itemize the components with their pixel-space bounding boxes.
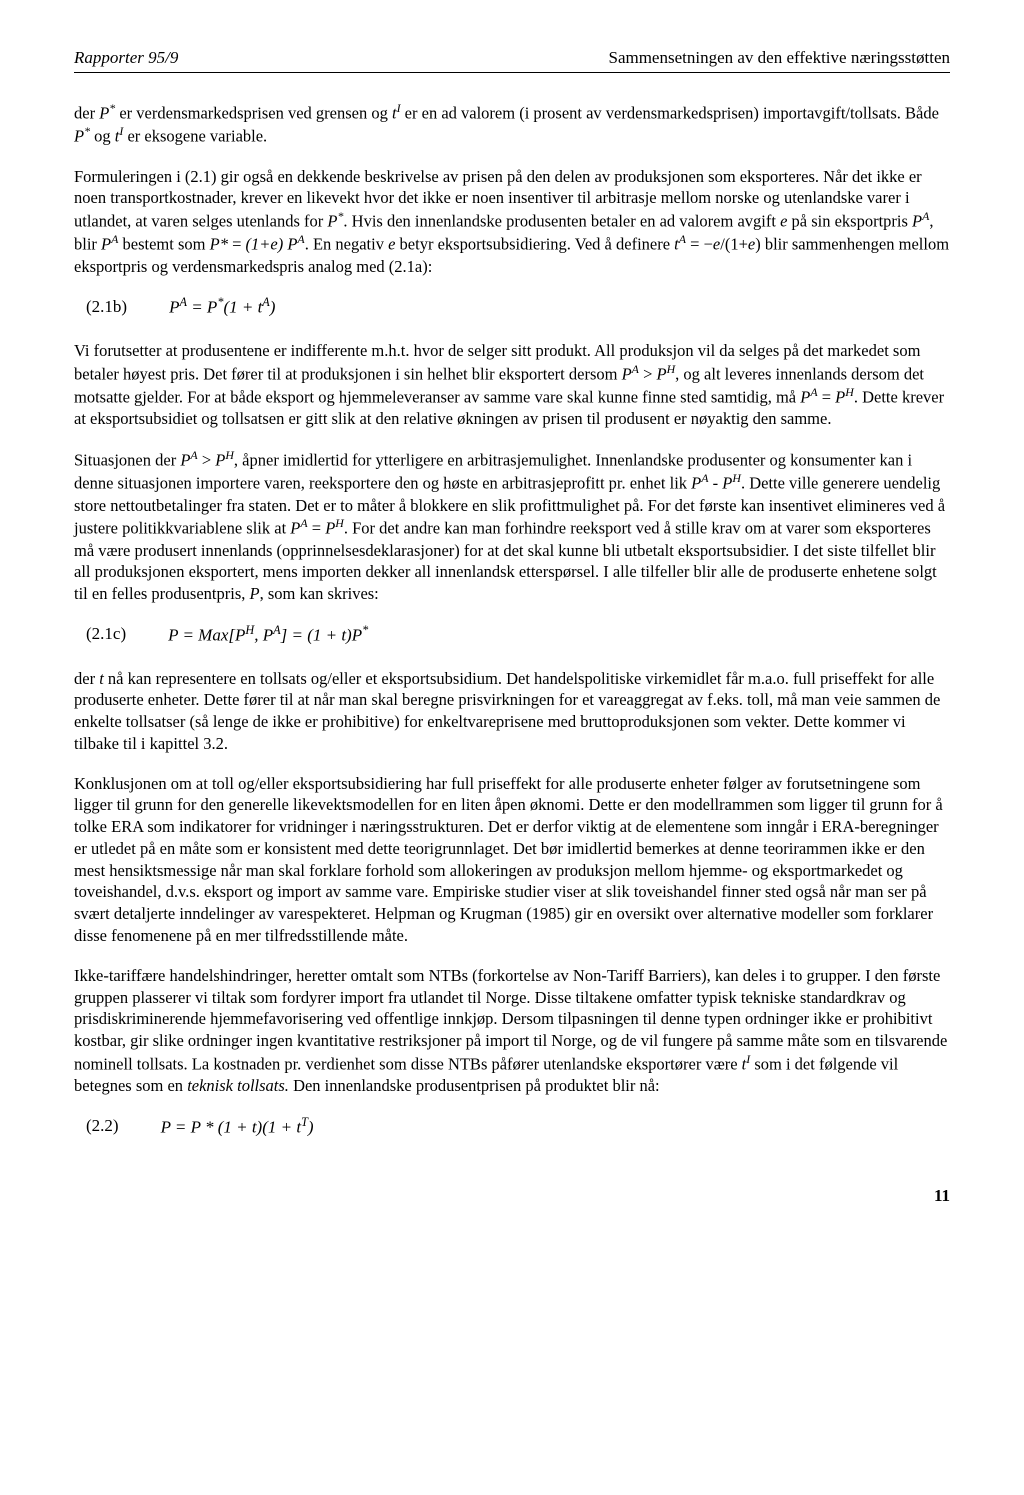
page-number: 11	[74, 1186, 950, 1206]
page: Rapporter 95/9 Sammensetningen av den ef…	[0, 0, 1024, 1495]
paragraph-5: der t nå kan representere en tollsats og…	[74, 668, 950, 755]
header-rule	[74, 72, 950, 73]
paragraph-6: Konklusjonen om at toll og/eller eksport…	[74, 773, 950, 947]
term-teknisk-tollsats: teknisk tollsats.	[187, 1076, 289, 1095]
header-right: Sammensetningen av den effektive nærings…	[608, 48, 950, 68]
running-header: Rapporter 95/9 Sammensetningen av den ef…	[74, 48, 950, 68]
equation-number: (2.1c)	[86, 624, 126, 644]
equation-body: P = P * (1 + t)(1 + tT)	[161, 1115, 314, 1138]
equation-number: (2.1b)	[86, 297, 127, 317]
paragraph-3: Vi forutsetter at produsentene er indiff…	[74, 340, 950, 430]
equation-2-1c: (2.1c) P = Max[PH, PA] = (1 + t)P*	[74, 623, 950, 646]
equation-number: (2.2)	[86, 1116, 119, 1136]
equation-2-2: (2.2) P = P * (1 + t)(1 + tT)	[74, 1115, 950, 1138]
equation-2-1b: (2.1b) PA = P*(1 + tA)	[74, 295, 950, 318]
paragraph-7: Ikke-tariffære handelshindringer, herett…	[74, 965, 950, 1097]
equation-body: P = Max[PH, PA] = (1 + t)P*	[168, 623, 368, 646]
header-left: Rapporter 95/9	[74, 48, 178, 68]
equation-body: PA = P*(1 + tA)	[169, 295, 275, 318]
paragraph-2: Formuleringen i (2.1) gir også en dekken…	[74, 166, 950, 278]
paragraph-1: der P* er verdensmarkedsprisen ved grens…	[74, 101, 950, 148]
paragraph-4: Situasjonen der PA > PH, åpner imidlerti…	[74, 448, 950, 605]
